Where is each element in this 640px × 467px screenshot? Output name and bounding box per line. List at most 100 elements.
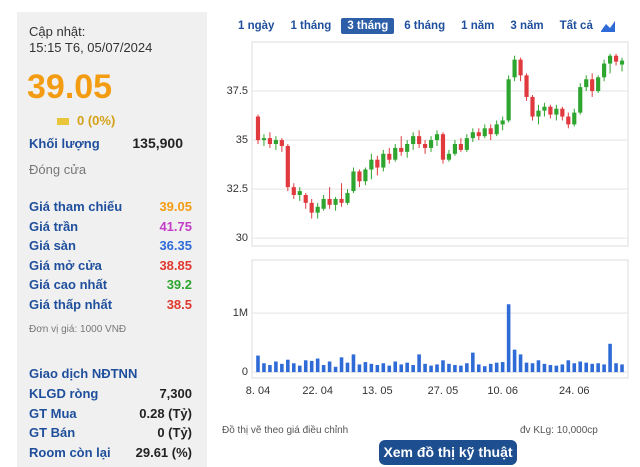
range-tab[interactable]: 1 tháng	[290, 20, 332, 32]
volume-bar	[506, 304, 511, 373]
candle-body	[393, 147, 398, 160]
volume-bar	[548, 365, 553, 373]
volume-bar	[315, 358, 320, 373]
candle-body	[554, 108, 559, 115]
range-tab[interactable]: 1 năm	[461, 20, 495, 32]
volume-label: Khối lượng	[29, 136, 100, 151]
volume: 135,900	[132, 135, 183, 151]
candle-body	[613, 55, 619, 62]
status: Đóng cửa	[29, 162, 87, 177]
volume-bar	[494, 362, 499, 373]
candle-body	[476, 132, 481, 137]
y-tick-label: 30	[236, 232, 248, 244]
range-tabs: 1 ngày 1 tháng 3 tháng 6 tháng 1 năm 3 năm Tất…	[232, 18, 599, 34]
plot-area	[251, 259, 629, 379]
candle-body	[470, 132, 475, 139]
y-tick-label: 35	[236, 134, 248, 146]
price-label: Giá thấp nhất	[29, 297, 113, 312]
candle-body	[458, 144, 463, 150]
volume-bar	[608, 343, 612, 373]
candle-body	[321, 198, 326, 209]
volume-bar	[584, 362, 588, 373]
price-value: 38.85	[159, 257, 192, 273]
volume-bar	[345, 362, 350, 373]
price-value: 41.75	[159, 218, 192, 234]
foreign-title: Giao dịch NĐTNN	[29, 366, 138, 381]
volume-bar	[435, 364, 439, 373]
foreign-value: 7,300	[159, 386, 192, 401]
volume-bar	[405, 362, 409, 373]
foreign-value: 0 (Tỷ)	[157, 425, 192, 441]
candle-body	[399, 147, 404, 152]
candle-body	[297, 191, 302, 195]
candle-body	[285, 145, 290, 188]
plot-area	[251, 41, 629, 247]
y-tick-label: 32.5	[227, 183, 248, 195]
price-label: Giá sàn	[29, 238, 76, 254]
range-tab[interactable]: 3 năm	[510, 20, 544, 32]
candle-body	[255, 116, 261, 141]
volume-bar	[518, 354, 523, 373]
candle-body	[530, 96, 535, 117]
volume-bar	[566, 360, 571, 373]
range-tab[interactable]: 1 ngày	[238, 20, 275, 32]
volume-bar	[530, 363, 535, 373]
volume-bar	[620, 364, 624, 373]
foreign-value: 29.61 (%)	[135, 444, 192, 460]
foreign-label: GT Bán	[29, 425, 76, 441]
price-value: 39.2	[166, 277, 192, 293]
foreign-label: KLGD ròng	[29, 386, 99, 401]
candle-body	[482, 128, 487, 137]
candle-body	[309, 202, 314, 213]
candle-body	[506, 79, 511, 121]
candle-body	[584, 79, 589, 88]
candle-body	[524, 75, 529, 97]
candle-body	[590, 79, 595, 92]
price-label: Giá mở cửa	[29, 257, 102, 273]
range-tab[interactable]: 6 tháng	[404, 20, 446, 32]
chart: 30 32.5 35 37.5 0 1M 8. 04 22. 04 13. 05 27. 05 10…	[227, 41, 629, 397]
volume-bar	[351, 354, 356, 373]
volume-bar	[560, 364, 565, 373]
quote-panel: Cập nhật: 15:15 T6, 05/07/2024 39.05 0 (…	[17, 12, 207, 467]
x-tick-label: 10. 06	[487, 385, 518, 397]
candle-body	[596, 77, 601, 92]
candle-body	[619, 60, 625, 65]
candle-body	[291, 187, 296, 195]
candle-body	[602, 63, 607, 78]
footer-unit: đv KLg: 10,000cp	[520, 425, 598, 436]
range-tab[interactable]: 3 tháng	[341, 18, 395, 34]
candle-body	[607, 55, 613, 64]
y-tick-label: 37.5	[227, 85, 248, 97]
volume-bar	[357, 364, 362, 373]
volume-bar	[447, 363, 451, 373]
candle-body	[267, 138, 273, 144]
technical-chart-button[interactable]: Xem đồ thị kỹ thuật	[379, 440, 517, 465]
candle-body	[566, 116, 571, 125]
candle-body	[500, 120, 505, 125]
volume-bar	[381, 363, 386, 373]
range-tab[interactable]: Tất cả	[559, 20, 593, 32]
chart-icon[interactable]	[600, 19, 616, 33]
footer-note: Đồ thị vẽ theo giá điều chỉnh	[222, 425, 349, 436]
candle-body	[363, 169, 368, 182]
volume-bar	[423, 363, 427, 373]
candle-body	[261, 138, 267, 141]
candle-body	[351, 171, 356, 192]
volume-bar	[292, 363, 296, 373]
candle-body	[578, 87, 583, 113]
volume-bar	[274, 361, 278, 373]
candle-body	[417, 136, 422, 144]
change: 0 (0%)	[77, 113, 116, 128]
volume-bar	[578, 361, 583, 373]
x-tick-label: 22. 04	[302, 385, 333, 397]
volume-bar	[524, 362, 529, 373]
volume-bar	[572, 363, 577, 373]
candle-body	[339, 198, 344, 203]
candle-body	[405, 144, 410, 152]
candle-body	[488, 128, 493, 135]
price-label: Giá cao nhất	[29, 277, 108, 293]
candle-body	[381, 153, 386, 168]
candle-body	[387, 153, 392, 160]
candle-body	[536, 110, 541, 117]
